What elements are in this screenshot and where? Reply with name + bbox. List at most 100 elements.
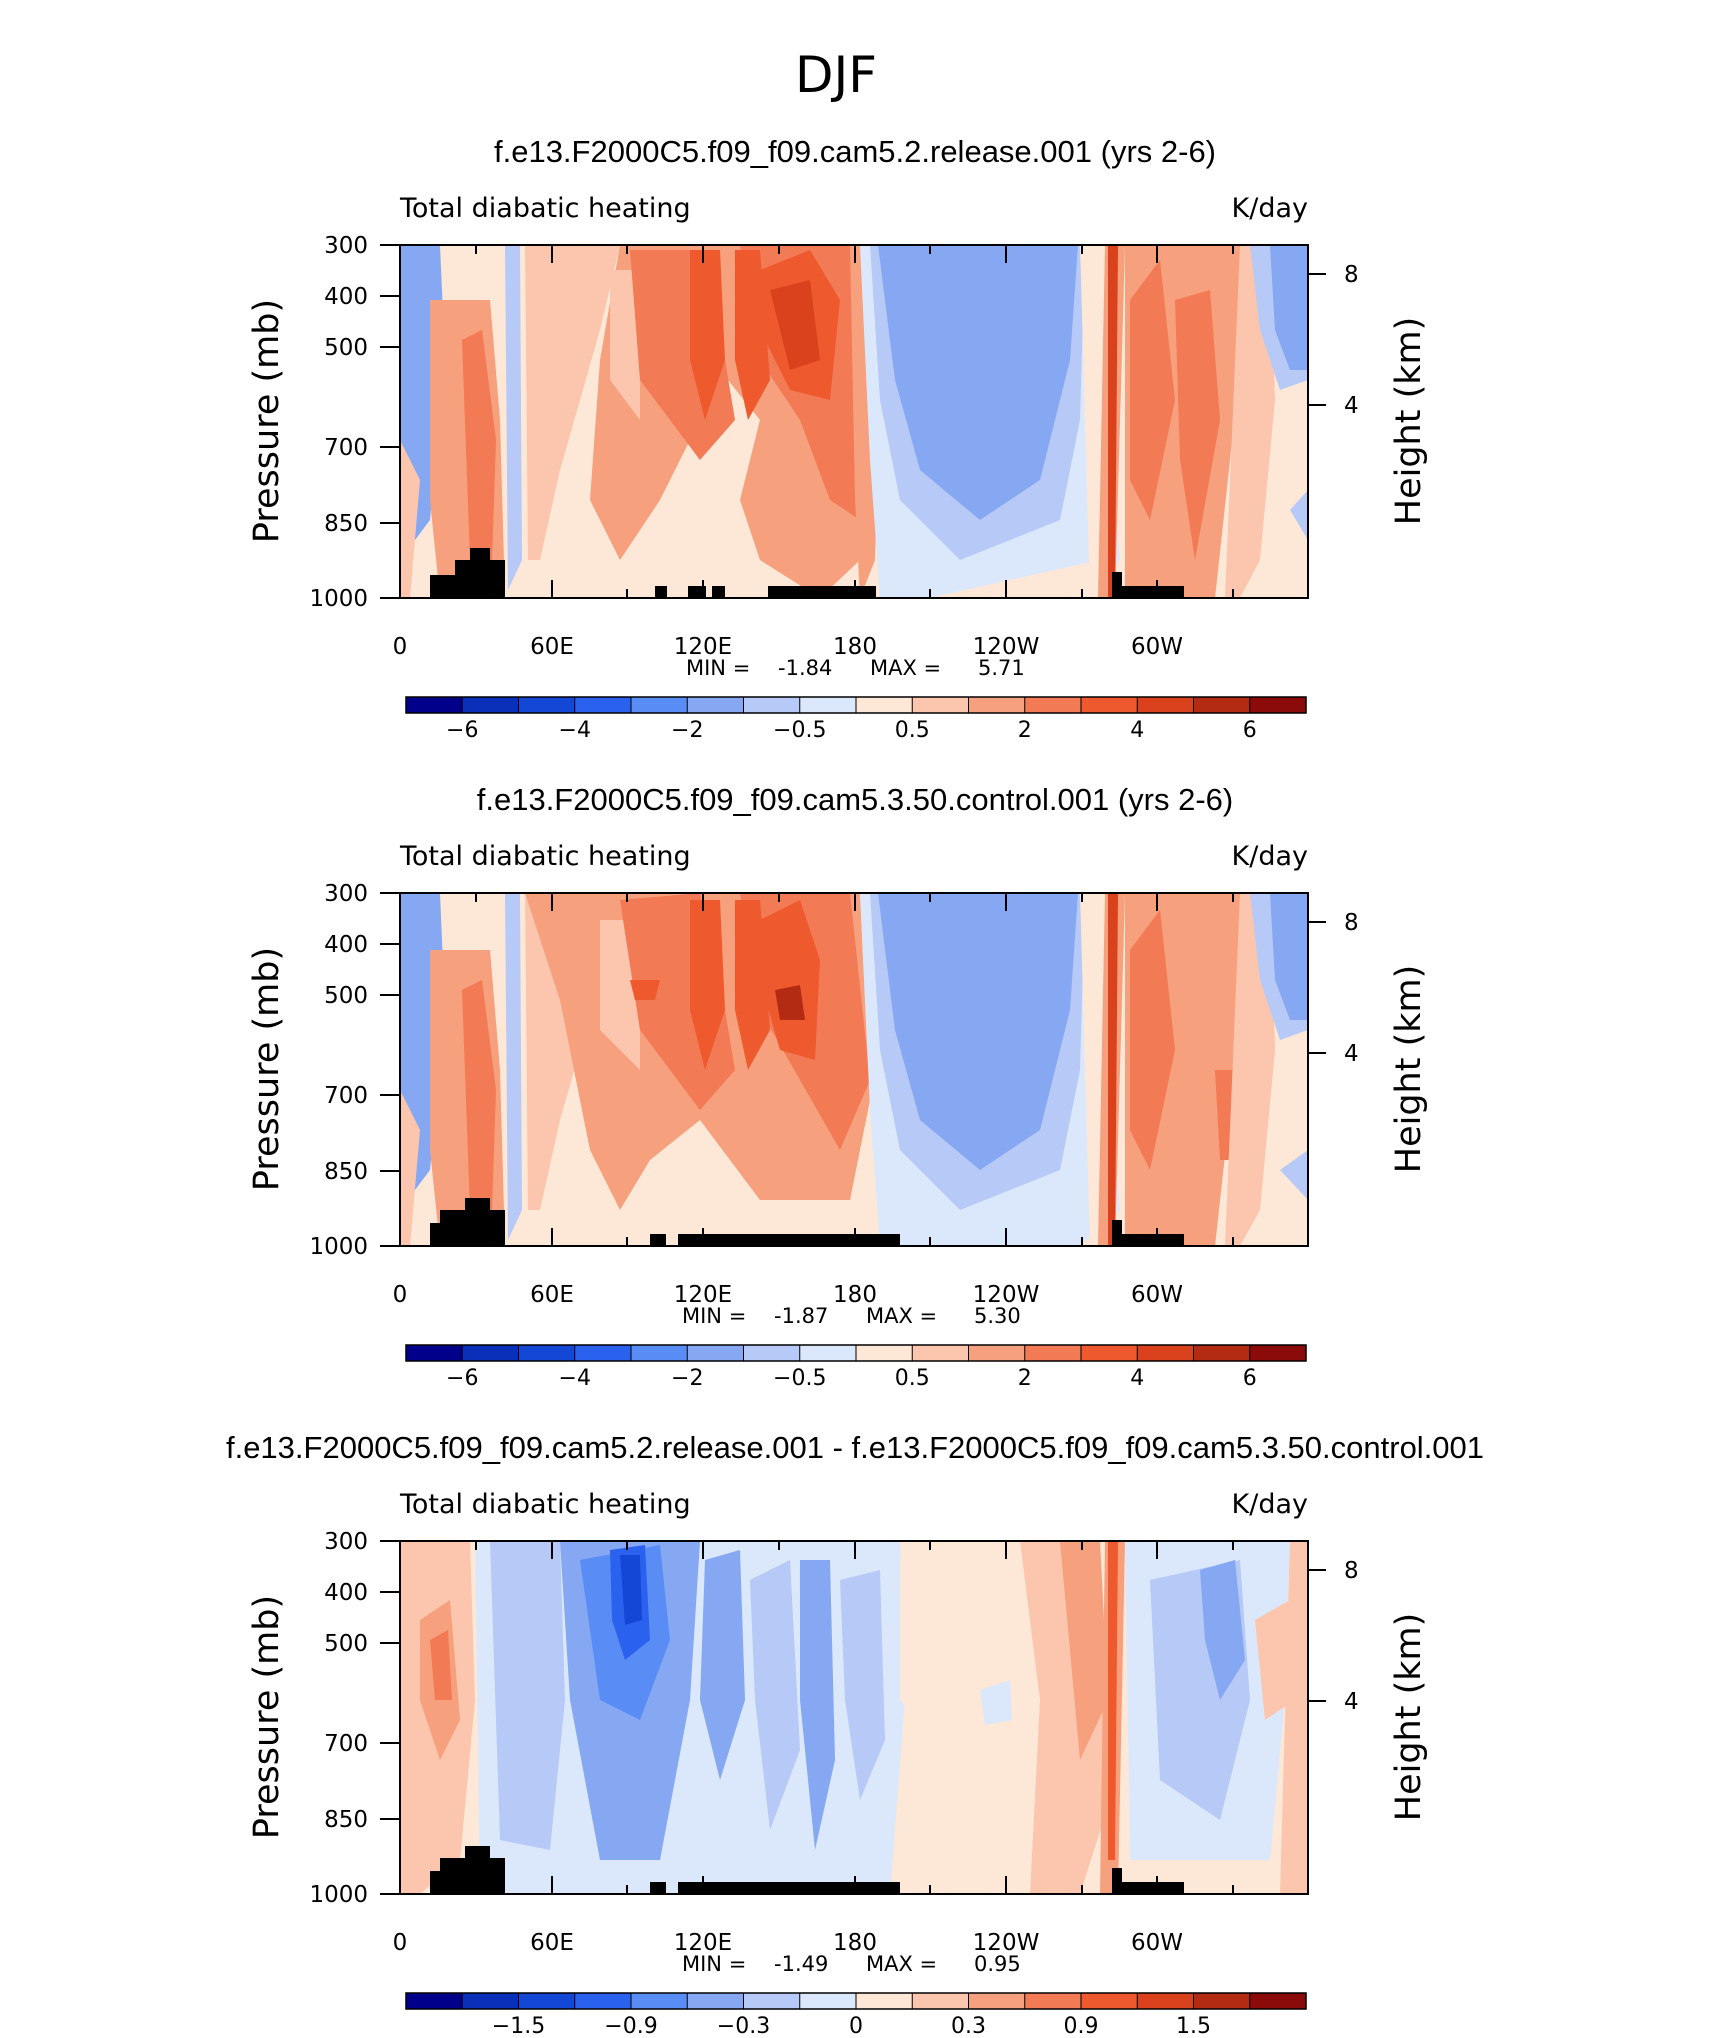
min-value: -1.84 (778, 656, 832, 680)
x-tick-label: 60E (530, 634, 574, 660)
colorbar-swatch (1249, 1345, 1307, 1361)
colorbar-label: 2 (1018, 1366, 1032, 1391)
colorbar-swatch (856, 1993, 913, 2009)
x-tick-label: 120W (973, 1282, 1040, 1308)
panel-1-y-axis-label: Pressure (mb) (247, 299, 287, 543)
colorbar-label: −4 (559, 718, 591, 743)
panel-1-left-label: Total diabatic heating (399, 193, 691, 224)
colorbar-label: 4 (1130, 718, 1144, 743)
x-tick-label: 120W (973, 1930, 1040, 1956)
colorbar-swatch (574, 1345, 632, 1361)
y-tick-label: 850 (324, 1159, 368, 1185)
y-tick-label: 300 (324, 233, 368, 259)
colorbar-frame (405, 1344, 1307, 1362)
panel-3-right-axis-label: Height (km) (1389, 1613, 1429, 1822)
panel-1-units-label: K/day (1232, 193, 1308, 224)
colorbar-swatch (1249, 697, 1307, 713)
colorbar-swatch (912, 1993, 969, 2009)
panel-1: f.e13.F2000C5.f09_f09.cam5.2.release.001… (247, 134, 1429, 743)
x-tick-label: 120W (973, 634, 1040, 660)
colorbar-swatch (1137, 1345, 1194, 1361)
colorbar-label: 0.3 (951, 2014, 986, 2038)
panel-3-colorbar: −1.5 −0.9 −0.3 0 0.3 0.9 1.5 (405, 1992, 1307, 2038)
colorbar-swatch (1024, 697, 1082, 713)
colorbar-label: −0.5 (773, 718, 826, 743)
colorbar-label: −2 (671, 1366, 703, 1391)
min-value: -1.49 (774, 1952, 828, 1976)
colorbar-swatch (406, 1345, 463, 1361)
colorbar-swatch (1024, 1345, 1082, 1361)
colorbar-swatch (518, 697, 576, 713)
colorbar-swatch (1081, 1345, 1138, 1361)
panel-2-right-tick-labels: 8 4 (1344, 910, 1359, 1067)
colorbar-frame (405, 696, 1307, 714)
panel-2-x-tick-labels: 0 60E 120E 180 120W 60W (393, 1282, 1183, 1308)
colorbar-swatch (1137, 1993, 1194, 2009)
y-tick-label: 500 (324, 1631, 368, 1657)
panel-2-x-ticks (380, 892, 1326, 1247)
x-tick-label: 120E (674, 1282, 732, 1308)
panel-2-colorbar: −6 −4 −2 −0.5 0.5 2 4 6 (405, 1344, 1307, 1391)
panel-1-title: f.e13.F2000C5.f09_f09.cam5.2.release.001… (494, 134, 1216, 169)
colorbar-label: 0.5 (895, 718, 930, 743)
height-tick-label: 8 (1344, 262, 1359, 288)
colorbar-swatch (462, 1993, 519, 2009)
min-label: MIN = (682, 1952, 746, 1976)
x-tick-label: 60W (1131, 634, 1183, 660)
panel-2-units-label: K/day (1232, 841, 1308, 872)
figure-title: DJF (795, 46, 877, 104)
max-value: 0.95 (974, 1952, 1021, 1976)
colorbar-swatch (1081, 1993, 1138, 2009)
colorbar-label: −0.9 (604, 2014, 657, 2038)
panel-1-min-max: MIN = -1.84 MAX = 5.71 (686, 656, 1025, 680)
y-tick-label: 700 (324, 1731, 368, 1757)
panel-2-y-axis-label: Pressure (mb) (247, 947, 287, 1191)
panel-3-left-label: Total diabatic heating (399, 1489, 691, 1520)
colorbar-label: −0.5 (773, 1366, 826, 1391)
panel-3-right-tick-labels: 8 4 (1344, 1558, 1359, 1715)
colorbar-frame (405, 1992, 1307, 2010)
colorbar-swatch (462, 1345, 519, 1361)
colorbar-swatch (799, 1993, 857, 2009)
x-tick-label: 60E (530, 1282, 574, 1308)
y-tick-label: 850 (324, 511, 368, 537)
max-label: MAX = (866, 1952, 937, 1976)
panel-3-x-ticks (380, 1540, 1326, 1895)
min-label: MIN = (686, 656, 750, 680)
colorbar-swatch (574, 697, 632, 713)
min-value: -1.87 (774, 1304, 828, 1328)
colorbar-swatch (1081, 697, 1138, 713)
panel-1-right-tick-labels: 8 4 (1344, 262, 1359, 419)
x-tick-label: 60W (1131, 1282, 1183, 1308)
panel-3-units-label: K/day (1232, 1489, 1308, 1520)
colorbar-label: 0 (849, 2014, 863, 2038)
panel-2-title: f.e13.F2000C5.f09_f09.cam5.3.50.control.… (477, 782, 1234, 817)
colorbar-label: 6 (1243, 718, 1257, 743)
colorbar-swatch (687, 697, 744, 713)
x-tick-label: 60E (530, 1930, 574, 1956)
panel-3-title: f.e13.F2000C5.f09_f09.cam5.2.release.001… (226, 1430, 1484, 1465)
colorbar-swatch (1137, 697, 1194, 713)
y-tick-label: 1000 (309, 1882, 368, 1908)
colorbar-swatch (687, 1345, 744, 1361)
y-tick-label: 1000 (309, 586, 368, 612)
height-tick-label: 4 (1344, 393, 1359, 419)
y-tick-label: 700 (324, 1083, 368, 1109)
colorbar-label: 6 (1243, 1366, 1257, 1391)
colorbar-label: −2 (671, 718, 703, 743)
colorbar-swatch (1249, 1993, 1307, 2009)
height-tick-label: 4 (1344, 1041, 1359, 1067)
panel-1-y-tick-labels: 300 400 500 700 850 1000 (309, 233, 368, 612)
colorbar-swatch (1193, 1993, 1251, 2009)
x-tick-label: 60W (1131, 1930, 1183, 1956)
colorbar-swatch (1193, 1345, 1251, 1361)
panel-3-y-tick-labels: 300 400 500 700 850 1000 (309, 1529, 368, 1908)
max-label: MAX = (866, 1304, 937, 1328)
panel-1-colorbar: −6 −4 −2 −0.5 0.5 2 4 6 (405, 696, 1307, 743)
min-label: MIN = (682, 1304, 746, 1328)
colorbar-swatch (968, 1345, 1026, 1361)
height-tick-label: 8 (1344, 910, 1359, 936)
colorbar-label: 4 (1130, 1366, 1144, 1391)
x-tick-label: 180 (833, 1930, 877, 1956)
